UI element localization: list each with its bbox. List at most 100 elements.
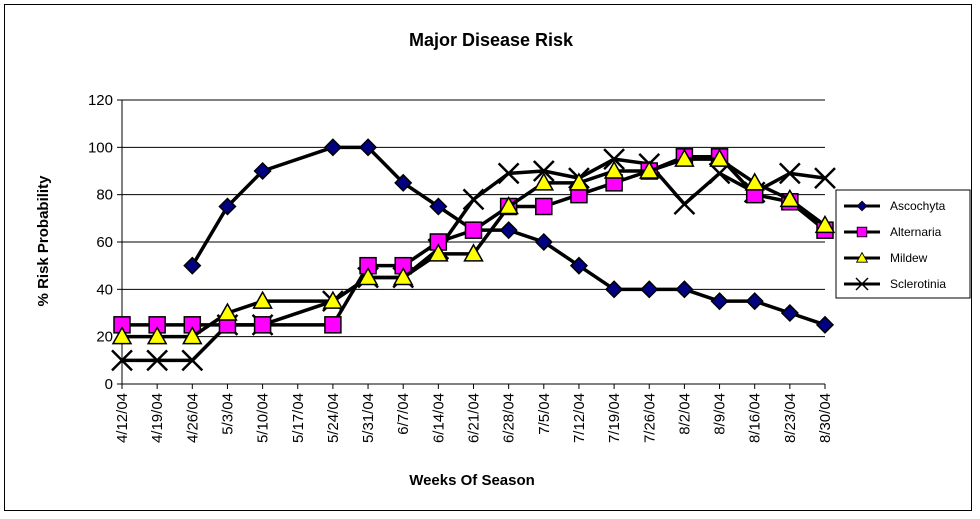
data-point [603,160,625,179]
chart-frame: Major Disease Risk Weeks Of Season % Ris… [4,4,972,511]
x-axis-title: Weeks Of Season [409,472,535,489]
x-marker-stroke [673,193,696,216]
data-point [780,303,799,323]
y-tick-label: 20 [96,329,113,346]
data-point [532,160,555,182]
data-point [428,243,449,262]
axes: 0 20 40 60 80 100 120 4/12/04 4/19/04 4/26/04 5/3/… [88,92,834,443]
y-axis-title: % Risk Probability [35,175,52,307]
data-point [533,172,555,191]
data-point [779,188,801,208]
x-tick-label: 7/19/04 [606,393,623,443]
data-point [358,138,378,157]
data-point [463,243,484,262]
data-point [146,349,169,372]
data-point [535,197,553,216]
data-point [744,172,765,191]
x-tick-label: 5/3/04 [219,393,236,435]
legend-label: Mildew [890,251,928,265]
series-line-segment [366,145,405,185]
data-point [814,214,836,234]
data-point [253,161,272,181]
data-point [674,148,695,167]
data-point [568,172,590,191]
series [111,138,836,372]
x-tick-label: 8/30/04 [817,393,834,443]
series-ascochyta [183,138,835,334]
legend-marker [856,200,868,212]
legend-label: Sclerotinia [890,277,946,291]
series-line-segment [577,157,616,180]
series-line-segment [260,299,335,327]
data-point [252,290,273,309]
x-tick-label: 7/26/04 [641,393,658,443]
x-tick-label: 5/10/04 [255,393,272,443]
x-marker-stroke [778,162,801,185]
data-point [392,266,414,286]
x-tick-label: 4/12/04 [114,393,131,443]
chart-title: Major Disease Risk [409,30,574,50]
legend-marker [855,277,869,291]
data-point [111,349,133,372]
data-point [462,188,485,211]
data-point [429,197,448,216]
x-tick-label: 5/24/04 [325,393,342,443]
x-marker-stroke [532,160,555,182]
data-point [499,221,518,240]
series-line-segment [190,204,230,268]
data-point [394,173,413,192]
data-point [181,349,204,372]
x-marker-stroke [855,277,869,291]
y-tick-label: 40 [96,281,113,298]
x-marker-stroke [181,349,204,372]
x-tick-label: 8/9/04 [712,393,729,435]
data-point [498,195,519,215]
legend-marker [855,251,869,263]
data-point [111,326,133,345]
data-point [253,316,272,334]
data-point [534,232,553,252]
x-marker-stroke [497,162,520,185]
data-point [182,326,203,345]
x-tick-label: 6/14/04 [430,393,447,443]
y-tick-label: 0 [105,376,113,393]
data-point [605,280,624,299]
y-tick-label: 120 [88,92,113,109]
data-point [675,280,694,299]
data-point [322,290,344,309]
chart-svg: Major Disease Risk Weeks Of Season % Ris… [35,30,971,489]
data-point [324,316,342,334]
legend: Ascochyta Alternaria Mildew Sclerotinia [835,189,971,299]
data-point [673,193,696,216]
data-point [709,148,730,167]
x-tick-label: 7/12/04 [571,393,588,443]
x-tick-label: 7/5/04 [536,393,553,435]
data-point [814,167,836,189]
legend-label: Alternaria [890,225,942,239]
series-line-segment [225,169,265,209]
series-line-segment [506,169,546,176]
data-point [146,326,168,345]
x-marker-stroke [146,349,169,372]
data-point [497,162,520,185]
legend-entry: Ascochyta [844,199,946,213]
x-tick-label: 8/23/04 [782,393,799,443]
x-tick-label: 5/17/04 [290,393,307,443]
x-marker-stroke [814,167,836,189]
y-tick-label: 80 [96,187,113,204]
data-point [745,292,764,311]
x-tick-label: 4/19/04 [149,393,166,443]
data-point [569,256,589,275]
series-line-segment [577,263,616,292]
series-line-segment [542,240,581,268]
legend-entry: Mildew [844,251,928,265]
x-tick-label: 6/7/04 [395,393,412,435]
x-marker-stroke [462,188,485,211]
data-point [217,302,238,321]
data-point [323,138,342,157]
x-tick-label: 6/28/04 [501,393,518,443]
x-tick-label: 8/2/04 [676,393,693,435]
series-mildew [111,148,836,345]
data-point [710,292,729,311]
legend-marker [856,226,868,238]
